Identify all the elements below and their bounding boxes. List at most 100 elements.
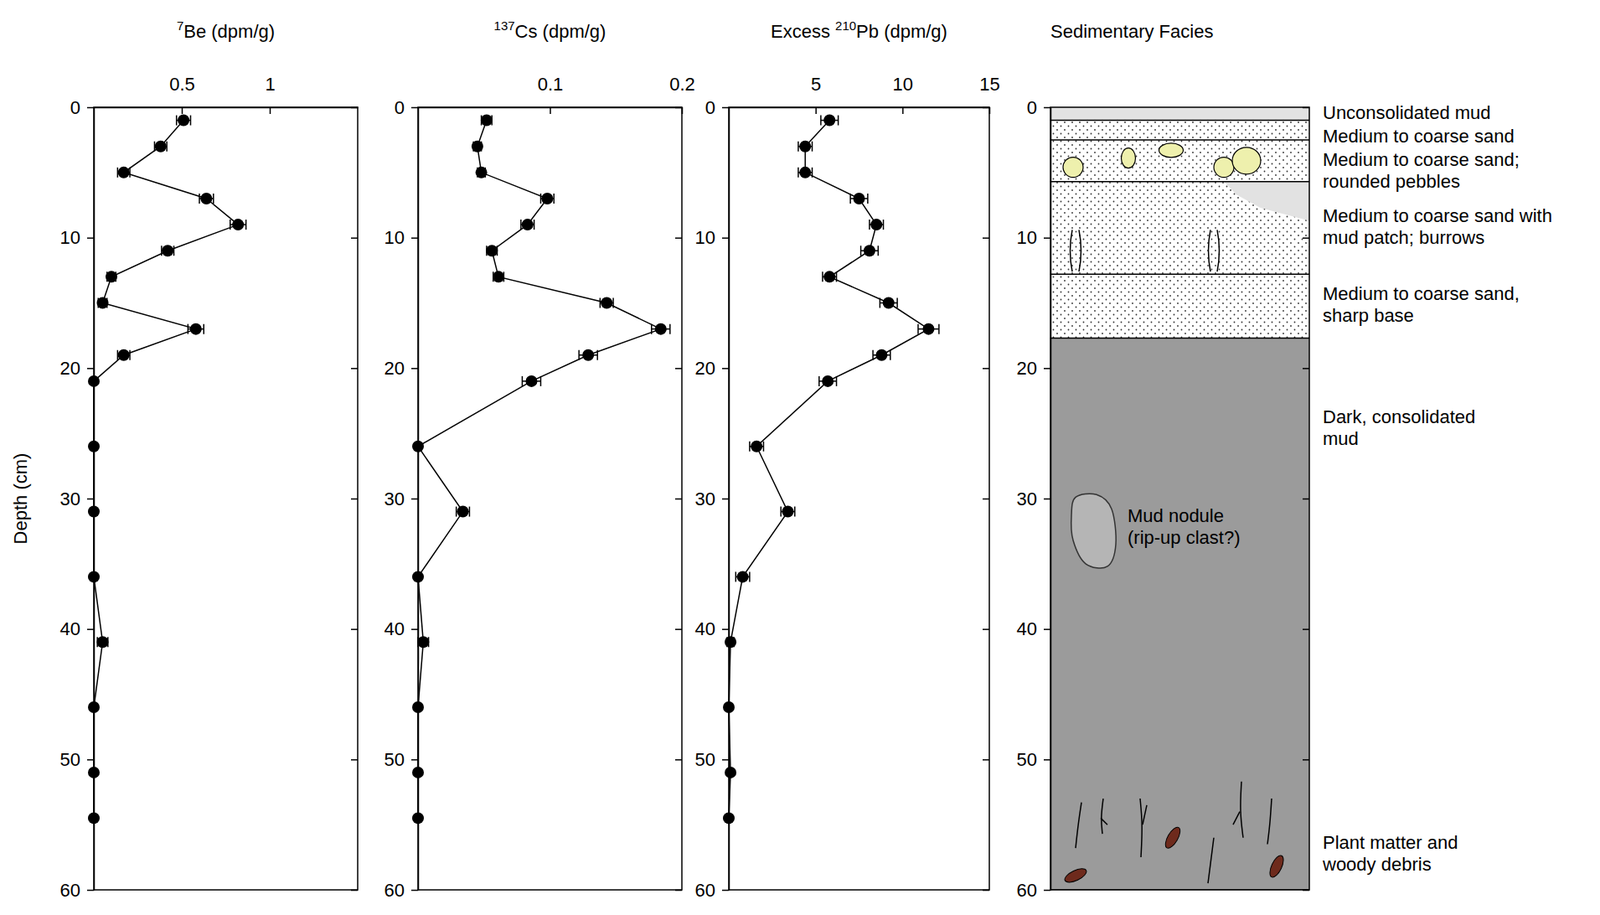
error-cap bbox=[849, 193, 852, 204]
error-bar bbox=[735, 571, 750, 582]
error-cap bbox=[748, 441, 751, 452]
annotation-line: Mud nodule bbox=[1127, 505, 1224, 527]
panel-title: Sedimentary Facies bbox=[1050, 20, 1213, 42]
x-tick: 1 bbox=[264, 73, 275, 114]
layer-label-line: Medium to coarse sand bbox=[1322, 125, 1515, 147]
layer-texture bbox=[1050, 181, 1310, 275]
y-axis-right bbox=[350, 108, 358, 891]
data-point bbox=[87, 440, 100, 453]
layer-boundary bbox=[1050, 139, 1310, 141]
data-point bbox=[799, 140, 811, 153]
pebble bbox=[1121, 148, 1136, 169]
y-tick-right bbox=[982, 629, 990, 630]
y-tick-mark bbox=[1302, 498, 1310, 501]
axis-title-part: Cs (dpm/g) bbox=[515, 20, 607, 42]
y-tick-label: 10 bbox=[60, 227, 81, 248]
data-point bbox=[655, 323, 667, 336]
data-point bbox=[722, 811, 735, 824]
y-tick-right bbox=[350, 367, 358, 369]
annotation-line: woody debris bbox=[1321, 853, 1432, 875]
layer-label: Medium to coarse sand,sharp base bbox=[1322, 283, 1520, 326]
error-bar bbox=[97, 636, 109, 647]
woody-debris bbox=[1267, 853, 1287, 879]
plant-stem bbox=[1207, 837, 1214, 883]
x-tick-mark bbox=[549, 107, 552, 114]
y-tick: 50 bbox=[1016, 748, 1051, 770]
y-tick-mark bbox=[1302, 628, 1310, 630]
layer bbox=[1050, 338, 1310, 890]
x-axis: 0.10.2 bbox=[418, 73, 696, 114]
layer bbox=[1050, 273, 1310, 338]
error-cap bbox=[198, 193, 201, 204]
data-point bbox=[471, 140, 484, 153]
marks bbox=[412, 114, 671, 825]
data-point bbox=[582, 349, 594, 362]
pebble bbox=[1159, 143, 1184, 158]
pebble bbox=[1213, 157, 1234, 178]
panel: Excess 210Pb (dpm/g)510150102030405060 bbox=[695, 18, 1001, 901]
error-cap bbox=[612, 298, 615, 309]
y-tick-mark bbox=[87, 628, 94, 630]
y-tick-mark bbox=[350, 237, 358, 239]
x-tick-label: 0.1 bbox=[537, 73, 564, 95]
plant-stem bbox=[1100, 817, 1108, 825]
y-tick-mark bbox=[87, 889, 94, 892]
y-tick-label: 60 bbox=[695, 879, 716, 901]
y-tick: 50 bbox=[695, 748, 729, 770]
error-cap bbox=[469, 506, 471, 517]
y-tick-mark bbox=[1043, 498, 1051, 501]
layer-label: Medium to coarse sand withmud patch; bur… bbox=[1322, 205, 1553, 248]
pebble bbox=[1232, 147, 1261, 175]
plant-stem bbox=[1240, 781, 1244, 838]
data-point bbox=[190, 323, 202, 336]
y-tick-mark bbox=[350, 758, 358, 761]
y-tick-right bbox=[982, 237, 990, 239]
error-cap bbox=[599, 298, 602, 309]
woody-debris bbox=[1162, 825, 1183, 851]
x-axis: 0.51 bbox=[94, 73, 359, 114]
y-tick-label: 0 bbox=[1027, 97, 1038, 119]
y-tick-mark bbox=[722, 889, 729, 892]
data-point bbox=[177, 114, 190, 127]
y-tick-mark bbox=[675, 237, 682, 239]
x-tick-label: 15 bbox=[979, 73, 1000, 95]
y-tick: 10 bbox=[1016, 227, 1051, 248]
data-point bbox=[412, 701, 424, 713]
layer-label-line: mud bbox=[1322, 428, 1359, 450]
error-cap bbox=[811, 167, 814, 178]
error-bar bbox=[869, 219, 884, 230]
data-point bbox=[750, 440, 763, 453]
y-tick: 30 bbox=[695, 488, 729, 510]
y-tick-mark bbox=[722, 107, 729, 109]
layer-label-line: sharp base bbox=[1322, 304, 1415, 326]
y-tick-mark bbox=[982, 367, 990, 370]
error-cap bbox=[818, 376, 821, 387]
error-bar bbox=[486, 245, 498, 256]
layer-boundary bbox=[1050, 119, 1310, 122]
plant-stem bbox=[1233, 811, 1240, 826]
data-point bbox=[87, 701, 100, 713]
layer-texture bbox=[1050, 120, 1310, 140]
data-point bbox=[870, 218, 883, 231]
data-point bbox=[781, 505, 794, 518]
y-tick-right bbox=[675, 237, 682, 239]
error-cap bbox=[521, 376, 524, 387]
layer-label-line: Dark, consolidated bbox=[1322, 406, 1476, 428]
error-cap bbox=[820, 115, 822, 126]
y-tick: 40 bbox=[60, 618, 94, 640]
y-tick-mark bbox=[982, 498, 990, 501]
y-tick-mark bbox=[722, 237, 729, 239]
profile-line bbox=[418, 120, 661, 819]
y-tick-label: 40 bbox=[60, 618, 81, 640]
x-tick: 10 bbox=[892, 73, 914, 114]
data-point bbox=[200, 192, 212, 205]
plot-frame bbox=[418, 107, 682, 890]
layer-label-line: Medium to coarse sand; bbox=[1322, 149, 1520, 171]
error-bar bbox=[798, 167, 813, 178]
plant-stem bbox=[1142, 805, 1147, 825]
y-axis-right bbox=[675, 108, 682, 891]
axis-title: 137Cs (dpm/g) bbox=[494, 18, 607, 42]
y-tick-mark bbox=[1043, 107, 1051, 109]
column-frame bbox=[1050, 107, 1310, 890]
layer-texture bbox=[1050, 139, 1310, 182]
